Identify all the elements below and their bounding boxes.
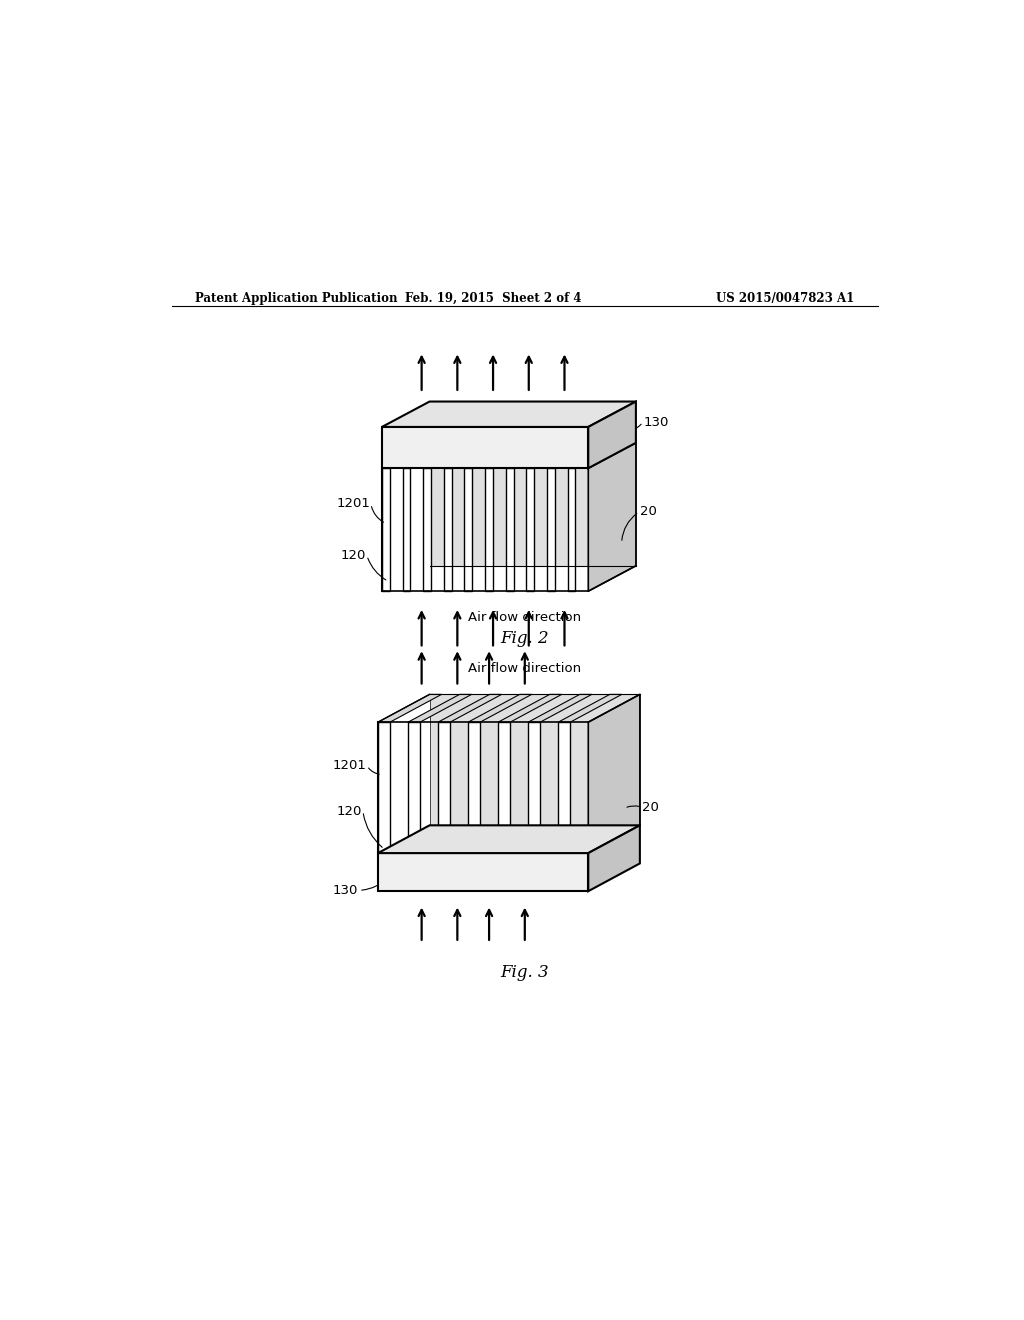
Polygon shape <box>547 442 602 469</box>
Text: 20: 20 <box>640 506 656 519</box>
Polygon shape <box>528 722 541 853</box>
Polygon shape <box>498 694 562 722</box>
Text: Fig. 3: Fig. 3 <box>501 964 549 981</box>
Polygon shape <box>528 694 592 722</box>
Polygon shape <box>465 469 472 591</box>
Polygon shape <box>588 442 636 591</box>
Polygon shape <box>588 825 640 891</box>
Polygon shape <box>430 442 636 566</box>
Polygon shape <box>485 469 493 591</box>
Polygon shape <box>378 825 640 853</box>
Text: 120: 120 <box>341 549 367 562</box>
Polygon shape <box>378 694 441 722</box>
Polygon shape <box>430 694 640 825</box>
Text: US 2015/0047823 A1: US 2015/0047823 A1 <box>716 292 854 305</box>
Text: Patent Application Publication: Patent Application Publication <box>196 292 398 305</box>
Polygon shape <box>443 442 500 469</box>
Polygon shape <box>443 469 452 591</box>
Polygon shape <box>382 426 588 469</box>
Polygon shape <box>382 401 636 426</box>
Text: 1201: 1201 <box>332 759 367 772</box>
Text: Air flow direction: Air flow direction <box>468 661 582 675</box>
Polygon shape <box>485 442 541 469</box>
Text: 130: 130 <box>333 884 358 896</box>
Polygon shape <box>378 853 588 891</box>
Text: Feb. 19, 2015  Sheet 2 of 4: Feb. 19, 2015 Sheet 2 of 4 <box>404 292 582 305</box>
Polygon shape <box>498 722 510 853</box>
Polygon shape <box>558 694 622 722</box>
Polygon shape <box>382 442 437 469</box>
Text: 120: 120 <box>337 804 362 817</box>
Polygon shape <box>438 722 451 853</box>
Polygon shape <box>526 442 582 469</box>
Polygon shape <box>558 722 570 853</box>
Text: 1201: 1201 <box>336 498 370 511</box>
Polygon shape <box>468 694 531 722</box>
Text: Air flow direction: Air flow direction <box>468 611 582 624</box>
Text: 20: 20 <box>642 800 659 813</box>
Polygon shape <box>506 469 514 591</box>
Polygon shape <box>468 722 480 853</box>
Polygon shape <box>423 442 478 469</box>
Polygon shape <box>408 722 420 853</box>
Polygon shape <box>408 694 472 722</box>
Polygon shape <box>402 442 458 469</box>
Polygon shape <box>506 442 561 469</box>
Polygon shape <box>423 469 431 591</box>
Polygon shape <box>438 694 502 722</box>
Polygon shape <box>402 469 411 591</box>
Text: Fig. 2: Fig. 2 <box>501 631 549 647</box>
Polygon shape <box>567 469 575 591</box>
Text: 130: 130 <box>644 416 670 429</box>
Polygon shape <box>465 442 520 469</box>
Polygon shape <box>567 442 624 469</box>
Polygon shape <box>588 401 636 469</box>
Polygon shape <box>588 694 640 853</box>
Polygon shape <box>526 469 535 591</box>
Polygon shape <box>547 469 555 591</box>
Polygon shape <box>382 469 390 591</box>
Polygon shape <box>378 722 390 853</box>
